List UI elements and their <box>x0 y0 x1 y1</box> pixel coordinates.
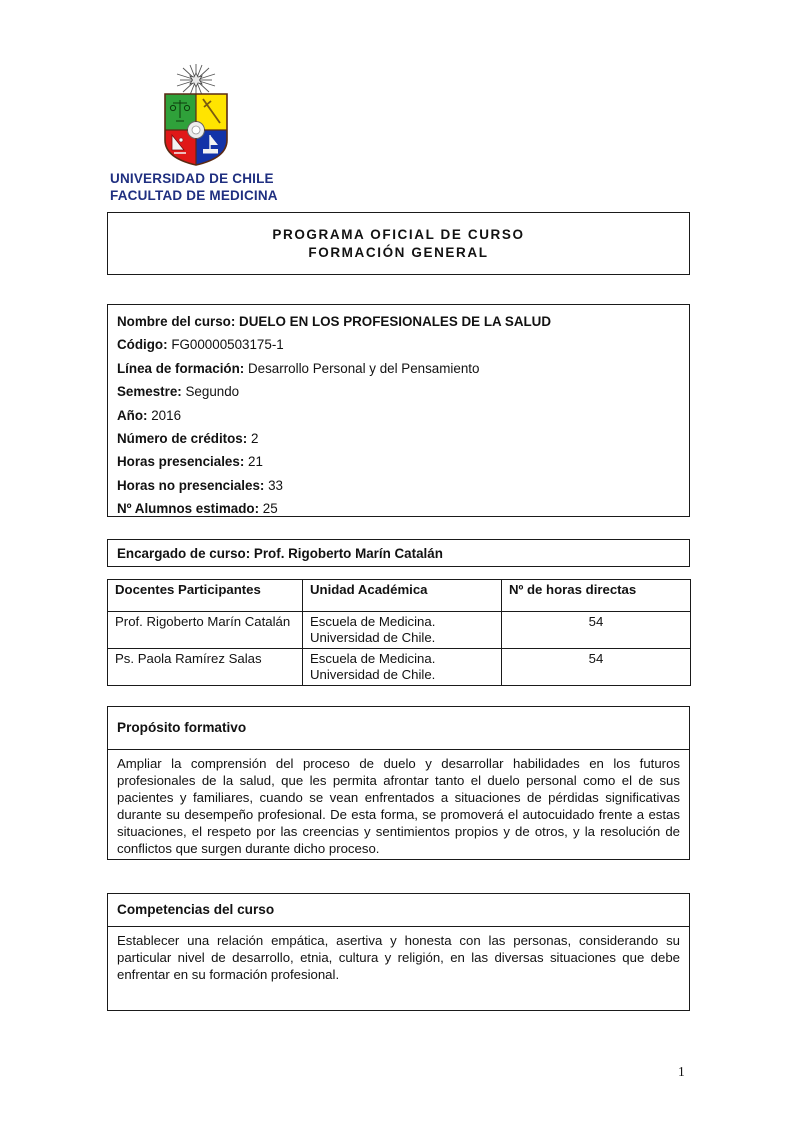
unit-line1: Escuela de Medicina. <box>310 614 436 629</box>
page-number: 1 <box>678 1064 685 1079</box>
table-row: Prof. Rigoberto Marín Catalán Escuela de… <box>107 611 691 649</box>
field-value: FG00000503175-1 <box>171 337 284 353</box>
field-value: Desarrollo Personal y del Pensamiento <box>247 360 480 376</box>
col-header-docentes: Docentes Participantes <box>107 579 303 612</box>
teacher-hours: 54 <box>501 611 691 649</box>
teachers-table-header-row: Docentes Participantes Unidad Académica … <box>107 579 691 612</box>
field-label: Nombre del curso: <box>117 314 236 329</box>
crest-sword-icon <box>202 98 221 124</box>
teacher-name: Ps. Paola Ramírez Salas <box>107 648 303 686</box>
course-info-row-linea: Línea de formación: Desarrollo Personal … <box>117 357 680 380</box>
field-value: 2016 <box>151 407 182 423</box>
col-header-horas: Nº de horas directas <box>501 579 691 612</box>
field-value: 25 <box>262 501 278 517</box>
crest-star <box>189 72 203 88</box>
course-info-box: Nombre del curso: DUELO EN LOS PROFESION… <box>107 304 690 517</box>
program-title-line2: FORMACIÓN GENERAL <box>308 244 489 260</box>
course-info-row-alumnos: Nº Alumnos estimado: 25 <box>117 497 680 520</box>
university-name: UNIVERSIDAD DE CHILE <box>110 171 274 186</box>
field-value: 21 <box>248 454 263 470</box>
field-label: Horas presenciales: <box>117 454 245 470</box>
program-title-line1: PROGRAMA OFICIAL DE CURSO <box>272 227 525 242</box>
course-lead-box: Encargado de curso: Prof. Rigoberto Marí… <box>107 539 690 567</box>
field-value: 2 <box>250 431 259 447</box>
field-label: Nº Alumnos estimado: <box>117 501 260 517</box>
course-lead-text: Encargado de curso: Prof. Rigoberto Marí… <box>117 545 443 561</box>
unit-line2: Universidad de Chile. <box>310 667 436 682</box>
course-info-row-semestre: Semestre: Segundo <box>117 380 680 403</box>
field-value: Segundo <box>185 384 240 400</box>
field-label: Horas no presenciales: <box>117 477 265 493</box>
formative-purpose-section: Propósito formativo Ampliar la comprensi… <box>107 706 690 860</box>
program-title-box: PROGRAMA OFICIAL DE CURSO FORMACIÓN GENE… <box>107 212 690 275</box>
course-info-row-horas-no-presenciales: Horas no presenciales: 33 <box>117 474 680 497</box>
col-header-unidad: Unidad Académica <box>302 579 502 612</box>
course-info-row-creditos: Número de créditos: 2 <box>117 427 680 450</box>
teacher-unit: Escuela de Medicina. Universidad de Chil… <box>302 648 502 686</box>
course-info-row-nombre: Nombre del curso: DUELO EN LOS PROFESION… <box>117 310 680 333</box>
teachers-table: Docentes Participantes Unidad Académica … <box>107 579 691 686</box>
field-label: Línea de formación: <box>117 360 245 376</box>
course-info-row-anio: Año: 2016 <box>117 404 680 427</box>
crest-scales-icon <box>169 100 191 122</box>
field-label: Número de créditos: <box>117 431 248 447</box>
crest-medallion-inner <box>191 125 201 135</box>
unit-line2: Universidad de Chile. <box>310 630 436 645</box>
crest-ship-icon <box>203 135 218 154</box>
field-value: 33 <box>268 477 283 493</box>
field-value: DUELO EN LOS PROFESIONALES DE LA SALUD <box>239 314 552 329</box>
course-info-row-codigo: Código: FG00000503175-1 <box>117 333 680 356</box>
course-competencies-section: Competencias del curso Establecer una re… <box>107 893 690 1011</box>
teacher-hours: 54 <box>501 648 691 686</box>
course-competencies-body: Establecer una relación empática, aserti… <box>117 933 680 982</box>
teacher-name: Prof. Rigoberto Marín Catalán <box>107 611 303 649</box>
course-competencies-title: Competencias del curso <box>108 894 689 927</box>
field-label: Código: <box>117 337 168 353</box>
field-label: Semestre: <box>117 384 182 400</box>
university-crest-icon <box>164 64 228 166</box>
university-header: UNIVERSIDAD DE CHILE FACULTAD DE MEDICIN… <box>110 63 370 204</box>
faculty-name: FACULTAD DE MEDICINA <box>110 187 278 203</box>
field-label: Año: <box>117 407 148 423</box>
course-info-row-horas-presenciales: Horas presenciales: 21 <box>117 450 680 473</box>
formative-purpose-title: Propósito formativo <box>108 707 689 750</box>
teacher-unit: Escuela de Medicina. Universidad de Chil… <box>302 611 502 649</box>
formative-purpose-body: Ampliar la comprensión del proceso de du… <box>117 756 680 856</box>
table-row: Ps. Paola Ramírez Salas Escuela de Medic… <box>107 648 691 686</box>
crest-sail-icon <box>171 133 186 154</box>
unit-line1: Escuela de Medicina. <box>310 651 436 666</box>
